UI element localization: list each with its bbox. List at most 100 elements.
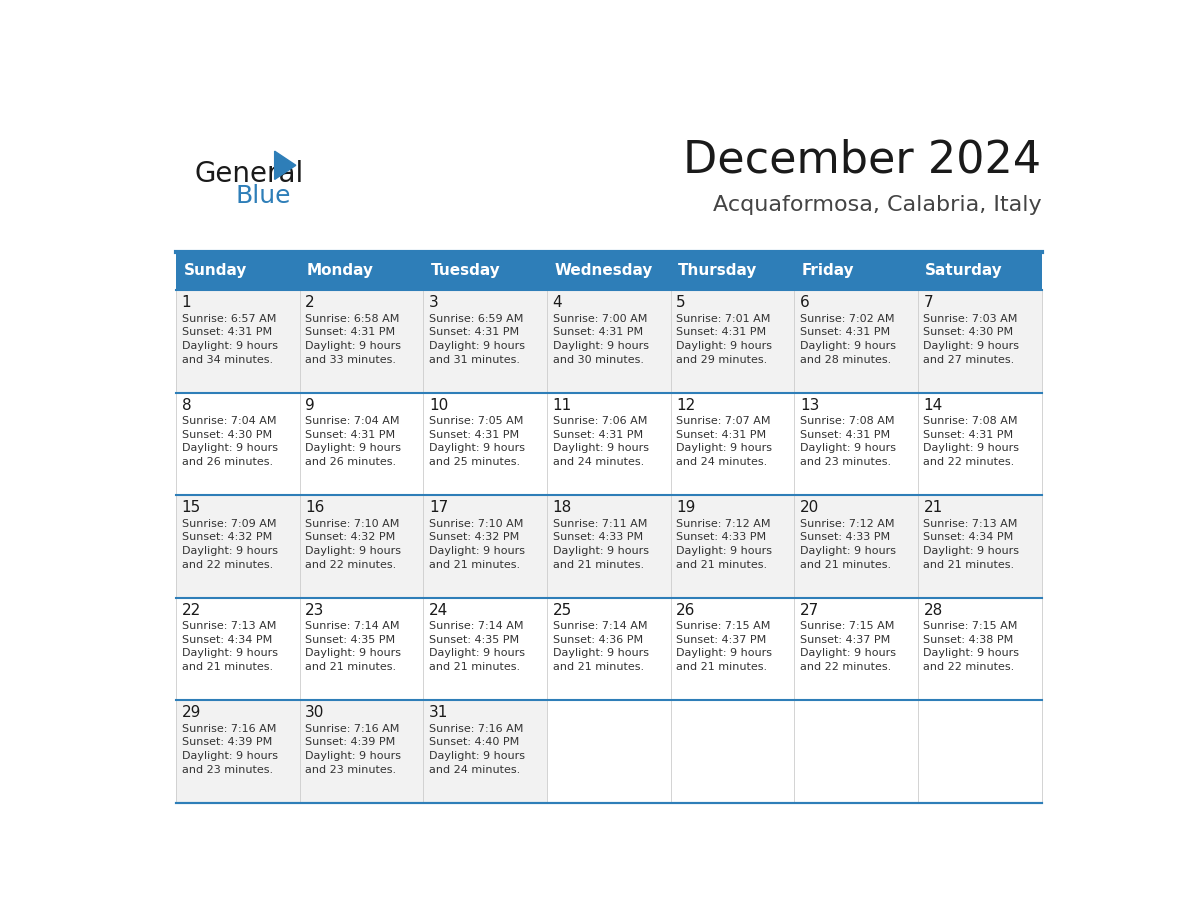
Text: Sunrise: 7:08 AM
Sunset: 4:31 PM
Daylight: 9 hours
and 22 minutes.: Sunrise: 7:08 AM Sunset: 4:31 PM Dayligh… [923,416,1019,467]
Text: Sunrise: 7:07 AM
Sunset: 4:31 PM
Daylight: 9 hours
and 24 minutes.: Sunrise: 7:07 AM Sunset: 4:31 PM Dayligh… [676,416,772,467]
Text: Thursday: Thursday [678,263,758,278]
Text: 27: 27 [800,603,819,618]
FancyBboxPatch shape [423,496,546,598]
Text: Monday: Monday [308,263,374,278]
Text: 2: 2 [305,296,315,310]
Text: Sunrise: 7:15 AM
Sunset: 4:38 PM
Daylight: 9 hours
and 22 minutes.: Sunrise: 7:15 AM Sunset: 4:38 PM Dayligh… [923,621,1019,672]
Text: 24: 24 [429,603,448,618]
Text: 17: 17 [429,500,448,515]
Text: Sunrise: 7:03 AM
Sunset: 4:30 PM
Daylight: 9 hours
and 27 minutes.: Sunrise: 7:03 AM Sunset: 4:30 PM Dayligh… [923,314,1019,364]
Text: Wednesday: Wednesday [555,263,652,278]
Text: 23: 23 [305,603,324,618]
Text: 3: 3 [429,296,438,310]
FancyBboxPatch shape [546,496,671,598]
Text: Sunrise: 7:15 AM
Sunset: 4:37 PM
Daylight: 9 hours
and 21 minutes.: Sunrise: 7:15 AM Sunset: 4:37 PM Dayligh… [676,621,772,672]
FancyBboxPatch shape [176,598,299,700]
Text: 8: 8 [182,397,191,413]
FancyBboxPatch shape [795,393,918,496]
Text: Blue: Blue [236,185,291,208]
Text: 18: 18 [552,500,571,515]
Text: 9: 9 [305,397,315,413]
FancyBboxPatch shape [176,700,299,803]
Text: 19: 19 [676,500,695,515]
Text: Sunrise: 7:13 AM
Sunset: 4:34 PM
Daylight: 9 hours
and 21 minutes.: Sunrise: 7:13 AM Sunset: 4:34 PM Dayligh… [182,621,278,672]
FancyBboxPatch shape [546,598,671,700]
FancyBboxPatch shape [423,252,546,290]
Text: 16: 16 [305,500,324,515]
Text: 14: 14 [923,397,943,413]
FancyBboxPatch shape [795,496,918,598]
Text: Sunrise: 7:14 AM
Sunset: 4:36 PM
Daylight: 9 hours
and 21 minutes.: Sunrise: 7:14 AM Sunset: 4:36 PM Dayligh… [552,621,649,672]
FancyBboxPatch shape [423,700,546,803]
Text: Acquaformosa, Calabria, Italy: Acquaformosa, Calabria, Italy [713,195,1042,215]
FancyBboxPatch shape [423,598,546,700]
Text: Sunrise: 7:04 AM
Sunset: 4:31 PM
Daylight: 9 hours
and 26 minutes.: Sunrise: 7:04 AM Sunset: 4:31 PM Dayligh… [305,416,402,467]
Text: Friday: Friday [802,263,854,278]
Text: Sunrise: 7:15 AM
Sunset: 4:37 PM
Daylight: 9 hours
and 22 minutes.: Sunrise: 7:15 AM Sunset: 4:37 PM Dayligh… [800,621,896,672]
FancyBboxPatch shape [299,393,423,496]
Text: Sunrise: 7:06 AM
Sunset: 4:31 PM
Daylight: 9 hours
and 24 minutes.: Sunrise: 7:06 AM Sunset: 4:31 PM Dayligh… [552,416,649,467]
Text: Saturday: Saturday [925,263,1003,278]
Text: 25: 25 [552,603,571,618]
Text: 4: 4 [552,296,562,310]
Text: Sunrise: 7:13 AM
Sunset: 4:34 PM
Daylight: 9 hours
and 21 minutes.: Sunrise: 7:13 AM Sunset: 4:34 PM Dayligh… [923,519,1019,569]
Text: Tuesday: Tuesday [431,263,500,278]
FancyBboxPatch shape [795,290,918,393]
FancyBboxPatch shape [176,252,299,290]
Text: Sunrise: 7:12 AM
Sunset: 4:33 PM
Daylight: 9 hours
and 21 minutes.: Sunrise: 7:12 AM Sunset: 4:33 PM Dayligh… [800,519,896,569]
Text: General: General [195,160,304,187]
Text: Sunrise: 7:10 AM
Sunset: 4:32 PM
Daylight: 9 hours
and 21 minutes.: Sunrise: 7:10 AM Sunset: 4:32 PM Dayligh… [429,519,525,569]
Text: Sunrise: 6:59 AM
Sunset: 4:31 PM
Daylight: 9 hours
and 31 minutes.: Sunrise: 6:59 AM Sunset: 4:31 PM Dayligh… [429,314,525,364]
FancyBboxPatch shape [918,496,1042,598]
Text: 12: 12 [676,397,695,413]
FancyBboxPatch shape [546,252,671,290]
FancyBboxPatch shape [918,598,1042,700]
Text: Sunrise: 7:08 AM
Sunset: 4:31 PM
Daylight: 9 hours
and 23 minutes.: Sunrise: 7:08 AM Sunset: 4:31 PM Dayligh… [800,416,896,467]
Text: Sunrise: 6:57 AM
Sunset: 4:31 PM
Daylight: 9 hours
and 34 minutes.: Sunrise: 6:57 AM Sunset: 4:31 PM Dayligh… [182,314,278,364]
FancyBboxPatch shape [918,393,1042,496]
FancyBboxPatch shape [918,252,1042,290]
Text: Sunrise: 7:05 AM
Sunset: 4:31 PM
Daylight: 9 hours
and 25 minutes.: Sunrise: 7:05 AM Sunset: 4:31 PM Dayligh… [429,416,525,467]
Text: 7: 7 [923,296,933,310]
FancyBboxPatch shape [546,393,671,496]
Text: 5: 5 [676,296,685,310]
Text: Sunrise: 7:00 AM
Sunset: 4:31 PM
Daylight: 9 hours
and 30 minutes.: Sunrise: 7:00 AM Sunset: 4:31 PM Dayligh… [552,314,649,364]
Text: 28: 28 [923,603,943,618]
Text: December 2024: December 2024 [683,139,1042,182]
Text: Sunrise: 7:11 AM
Sunset: 4:33 PM
Daylight: 9 hours
and 21 minutes.: Sunrise: 7:11 AM Sunset: 4:33 PM Dayligh… [552,519,649,569]
Text: Sunrise: 7:12 AM
Sunset: 4:33 PM
Daylight: 9 hours
and 21 minutes.: Sunrise: 7:12 AM Sunset: 4:33 PM Dayligh… [676,519,772,569]
Text: 29: 29 [182,705,201,721]
Text: Sunrise: 7:16 AM
Sunset: 4:39 PM
Daylight: 9 hours
and 23 minutes.: Sunrise: 7:16 AM Sunset: 4:39 PM Dayligh… [182,723,278,775]
Text: 26: 26 [676,603,695,618]
Text: 21: 21 [923,500,943,515]
Text: Sunrise: 7:04 AM
Sunset: 4:30 PM
Daylight: 9 hours
and 26 minutes.: Sunrise: 7:04 AM Sunset: 4:30 PM Dayligh… [182,416,278,467]
Text: 22: 22 [182,603,201,618]
FancyBboxPatch shape [671,496,795,598]
FancyBboxPatch shape [176,496,299,598]
FancyBboxPatch shape [546,290,671,393]
FancyBboxPatch shape [299,700,423,803]
Text: 6: 6 [800,296,809,310]
Text: 1: 1 [182,296,191,310]
FancyBboxPatch shape [671,598,795,700]
FancyBboxPatch shape [299,598,423,700]
Text: 31: 31 [429,705,448,721]
Text: Sunrise: 7:16 AM
Sunset: 4:40 PM
Daylight: 9 hours
and 24 minutes.: Sunrise: 7:16 AM Sunset: 4:40 PM Dayligh… [429,723,525,775]
FancyBboxPatch shape [795,252,918,290]
FancyBboxPatch shape [671,252,795,290]
Text: Sunrise: 7:10 AM
Sunset: 4:32 PM
Daylight: 9 hours
and 22 minutes.: Sunrise: 7:10 AM Sunset: 4:32 PM Dayligh… [305,519,402,569]
Polygon shape [274,151,296,179]
Text: Sunrise: 7:01 AM
Sunset: 4:31 PM
Daylight: 9 hours
and 29 minutes.: Sunrise: 7:01 AM Sunset: 4:31 PM Dayligh… [676,314,772,364]
FancyBboxPatch shape [299,496,423,598]
Text: 10: 10 [429,397,448,413]
Text: 15: 15 [182,500,201,515]
Text: Sunrise: 6:58 AM
Sunset: 4:31 PM
Daylight: 9 hours
and 33 minutes.: Sunrise: 6:58 AM Sunset: 4:31 PM Dayligh… [305,314,402,364]
Text: 13: 13 [800,397,820,413]
FancyBboxPatch shape [795,598,918,700]
FancyBboxPatch shape [176,290,299,393]
Text: Sunrise: 7:02 AM
Sunset: 4:31 PM
Daylight: 9 hours
and 28 minutes.: Sunrise: 7:02 AM Sunset: 4:31 PM Dayligh… [800,314,896,364]
Text: 20: 20 [800,500,819,515]
Text: Sunrise: 7:09 AM
Sunset: 4:32 PM
Daylight: 9 hours
and 22 minutes.: Sunrise: 7:09 AM Sunset: 4:32 PM Dayligh… [182,519,278,569]
FancyBboxPatch shape [299,290,423,393]
FancyBboxPatch shape [423,393,546,496]
